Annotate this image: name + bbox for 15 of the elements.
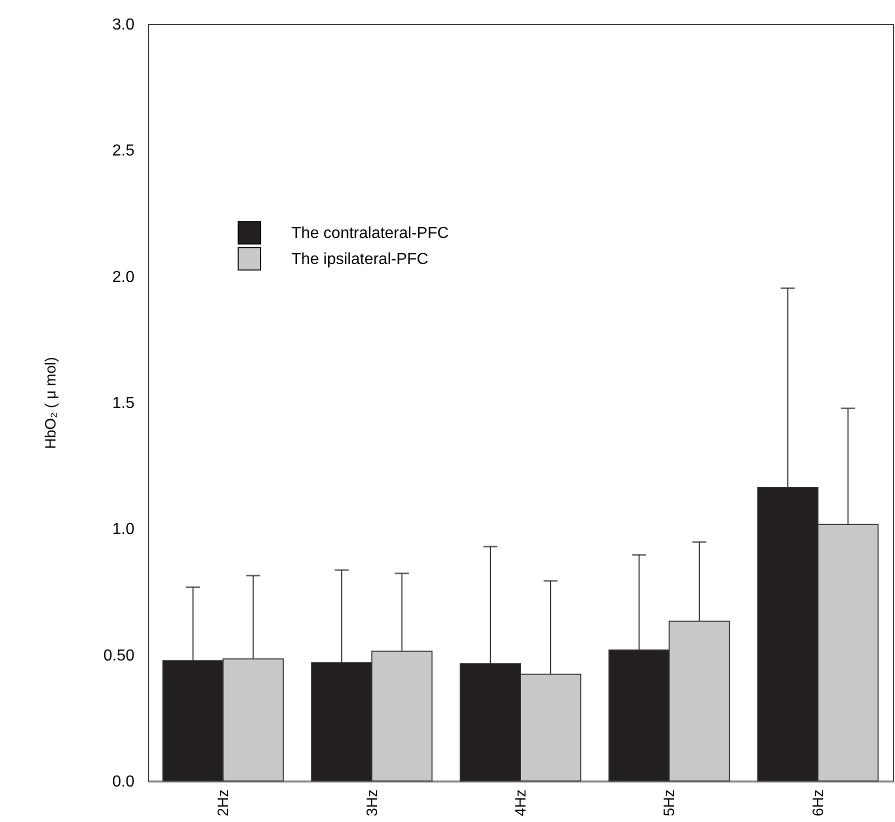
y-tick-label: 1.5: [112, 395, 135, 412]
legend-label: The contralateral-PFC: [291, 224, 449, 242]
x-tick-label: 2Hz: [215, 790, 232, 816]
x-tick-label: 5Hz: [661, 790, 678, 816]
y-tick-label: 3.0: [112, 16, 135, 34]
x-tick-label: 6Hz: [810, 790, 827, 816]
x-tick-label: 3Hz: [364, 790, 381, 816]
x-tick-label: 4Hz: [512, 790, 530, 816]
y-tick-label: 0.0: [112, 774, 135, 790]
y-axis-title: HbO₂ ( μ mol): [42, 357, 60, 449]
y-tick-label: 2.0: [112, 268, 135, 286]
legend-label: The ipsilateral-PFC: [291, 250, 428, 268]
y-tick-label: 0.50: [103, 647, 135, 664]
y-tick-label: 2.5: [112, 142, 135, 160]
y-tick-label: 1.0: [112, 521, 135, 538]
